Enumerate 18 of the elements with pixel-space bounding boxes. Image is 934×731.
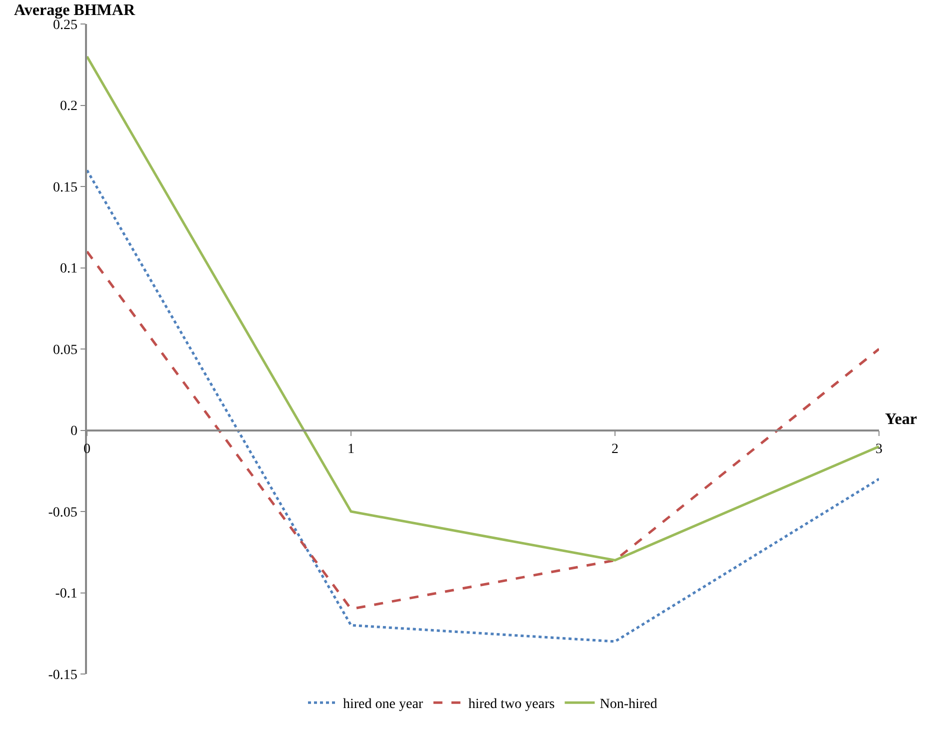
legend-label: Non-hired xyxy=(600,697,658,712)
x-axis-title: Year xyxy=(885,411,917,428)
y-tick-label: 0.05 xyxy=(52,342,78,358)
y-tick-label: 0.1 xyxy=(60,262,78,277)
y-axis-title: Average BHMAR xyxy=(14,2,136,19)
x-tick-label: 0 xyxy=(84,442,90,457)
legend-label: hired two years xyxy=(468,697,555,712)
x-tick-label: 2 xyxy=(612,442,618,457)
x-tick-label: 1 xyxy=(348,442,354,457)
y-tick-label: 0.25 xyxy=(52,18,78,33)
y-tick-label: -0.05 xyxy=(48,505,78,520)
y-tick-label: 0.15 xyxy=(52,180,78,196)
y-tick-label: -0.15 xyxy=(48,668,78,683)
y-tick-label: 0.2 xyxy=(60,99,78,114)
y-tick-label: -0.1 xyxy=(55,586,78,602)
y-tick-label: 0 xyxy=(70,424,78,440)
x-tick-label: 3 xyxy=(876,442,882,457)
legend-label: hired one year xyxy=(343,697,424,712)
